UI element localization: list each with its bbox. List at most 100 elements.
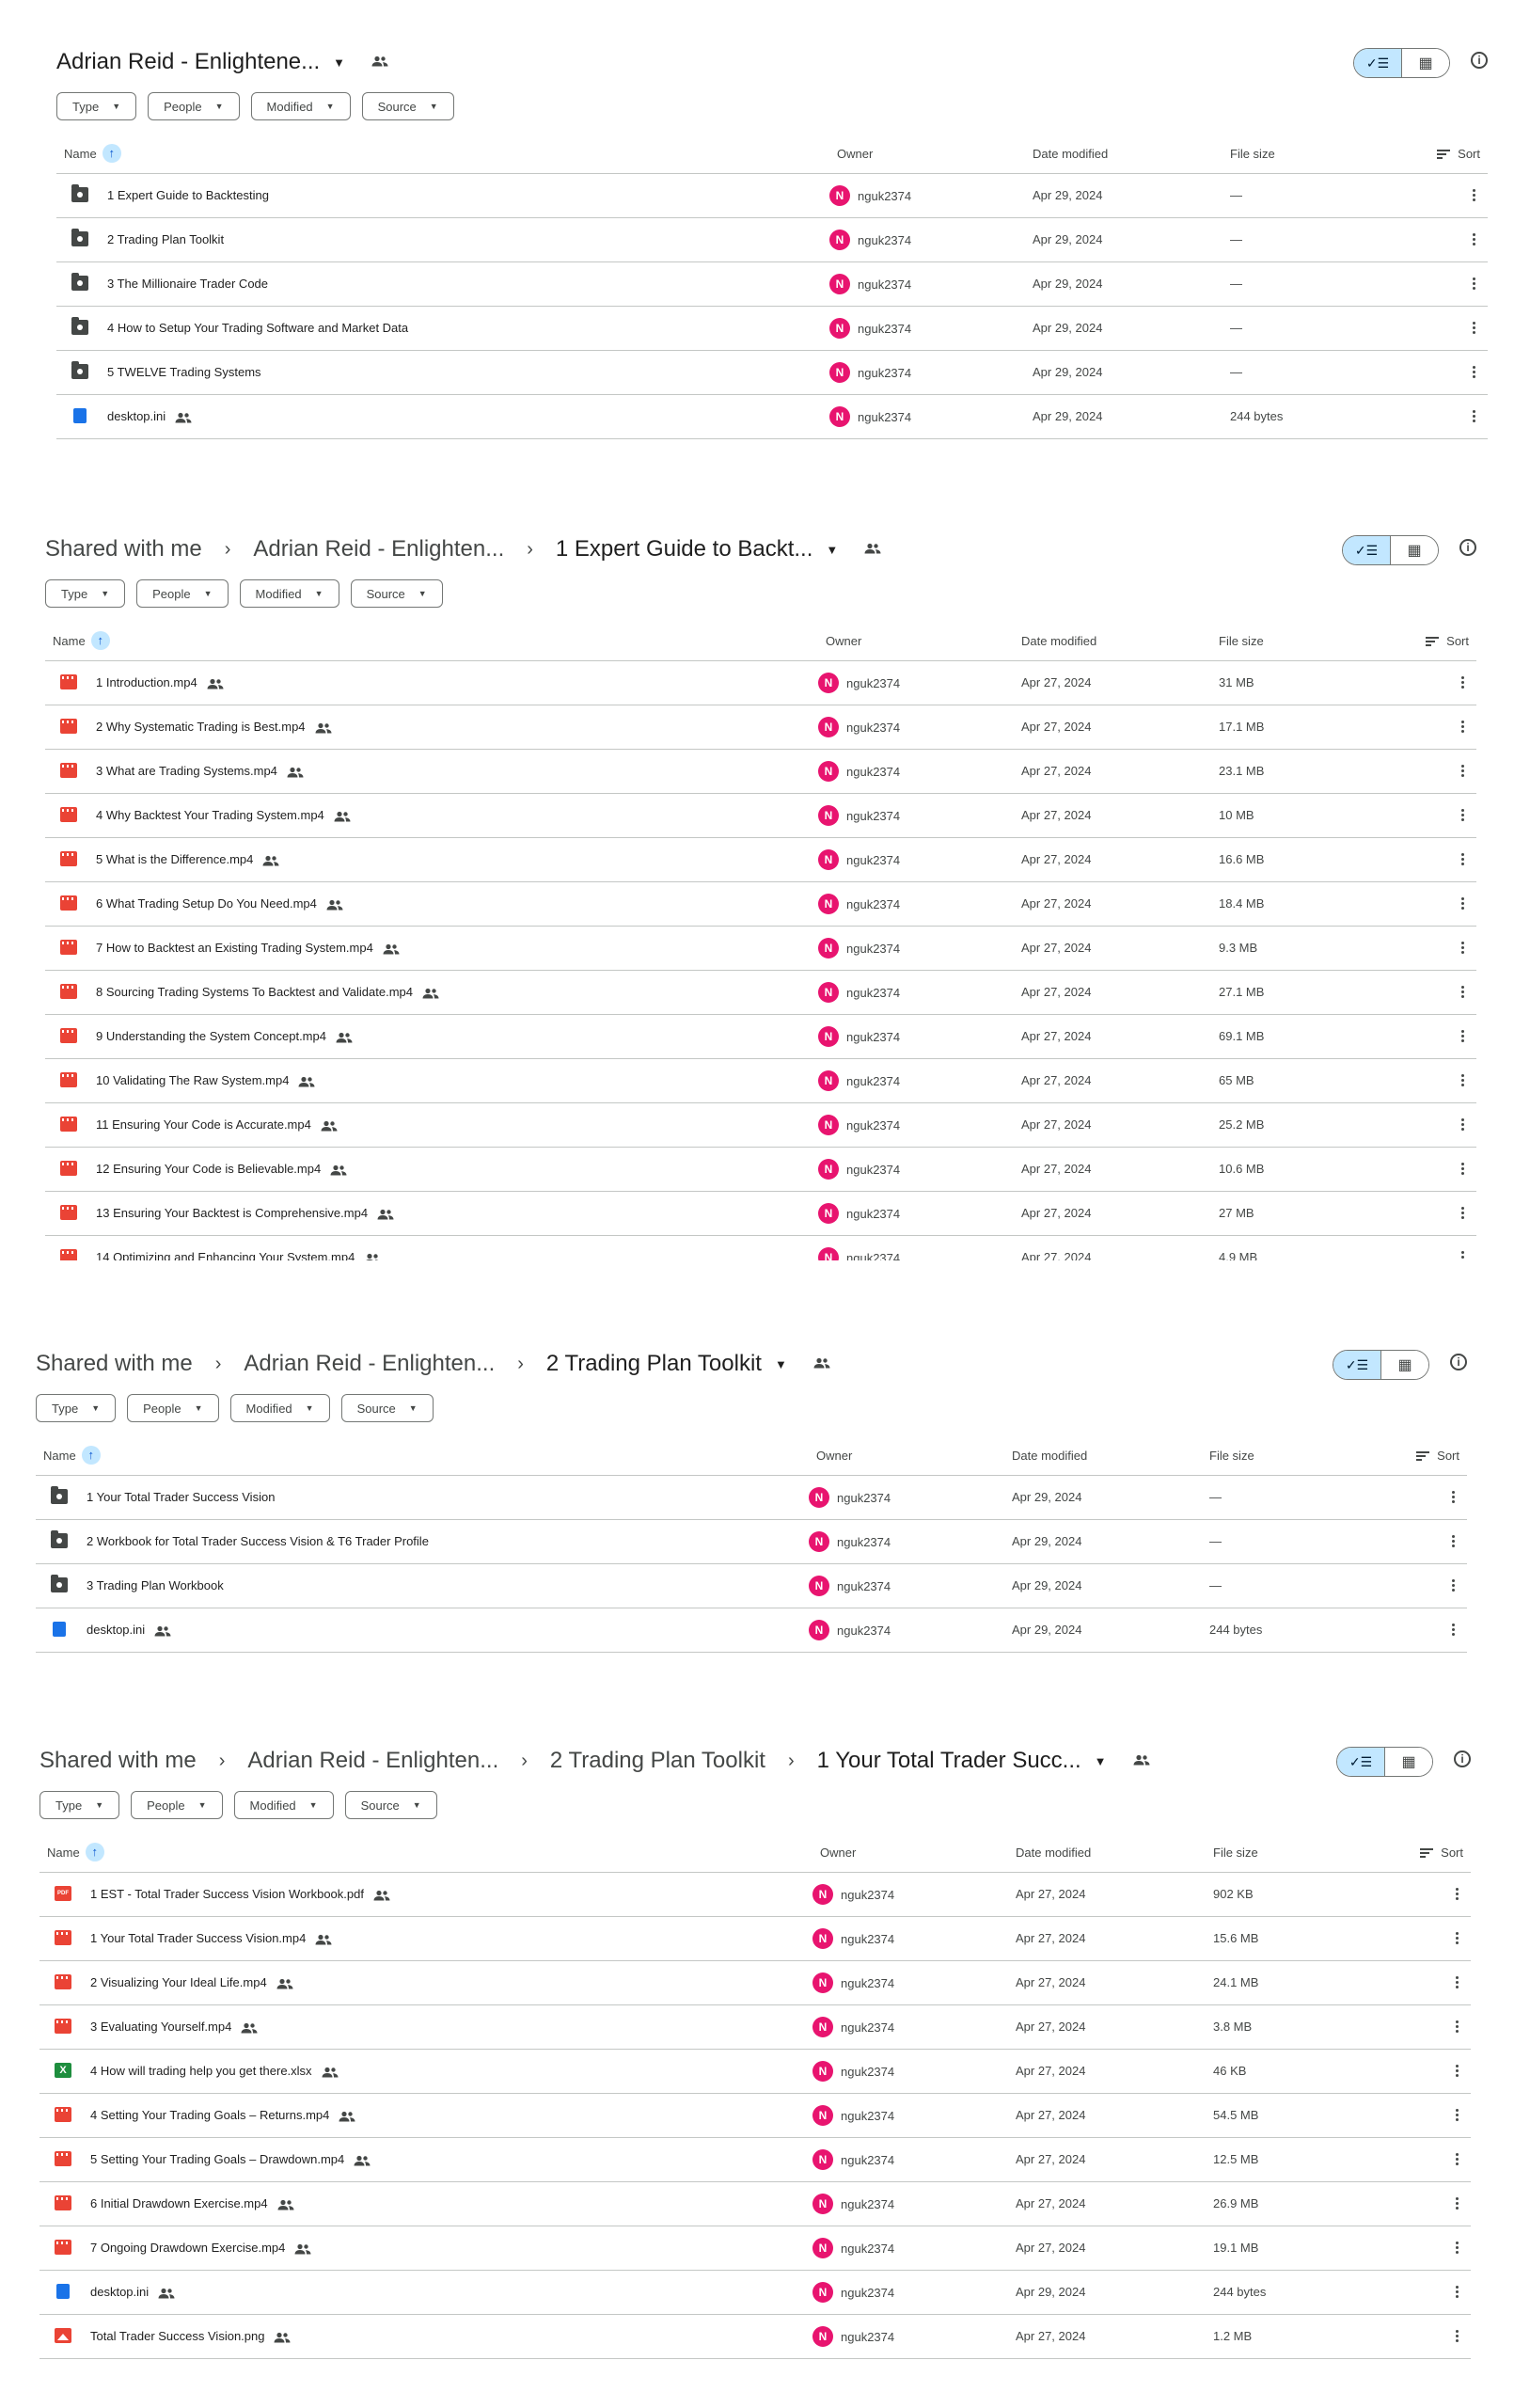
more-actions-icon[interactable] (1456, 2151, 1459, 2167)
breadcrumb-item[interactable]: Shared with me (36, 1351, 193, 1376)
more-actions-icon[interactable] (1456, 2019, 1459, 2035)
filter-chip-source[interactable]: Source ▼ (361, 92, 454, 120)
more-actions-icon[interactable] (1452, 1489, 1456, 1505)
header-name[interactable]: Name ↑ (43, 1446, 101, 1465)
filter-chip-modified[interactable]: Modified ▼ (250, 92, 351, 120)
table-row[interactable]: 5 Setting Your Trading Goals – Drawdown.… (39, 2138, 1471, 2182)
more-actions-icon[interactable] (1461, 719, 1465, 735)
sort-button[interactable]: Sort (1416, 1449, 1459, 1463)
breadcrumb-item[interactable]: Adrian Reid - Enlighten... (247, 1748, 499, 1773)
breadcrumb-current-folder[interactable]: 1 Your Total Trader Succ... (816, 1748, 1081, 1773)
header-name[interactable]: Name ↑ (64, 144, 121, 164)
more-actions-icon[interactable] (1461, 1072, 1465, 1088)
breadcrumb-current-folder[interactable]: Adrian Reid - Enlightene... (56, 49, 321, 74)
sort-ascending-icon[interactable]: ↑ (85, 1843, 104, 1862)
more-actions-icon[interactable] (1452, 1622, 1456, 1638)
list-view-toggle-icon[interactable]: ✓☰ (1337, 1748, 1385, 1776)
table-row[interactable]: 13 Ensuring Your Backtest is Comprehensi… (45, 1192, 1476, 1236)
info-icon[interactable]: i (1459, 539, 1476, 556)
grid-view-toggle-icon[interactable]: ▦ (1391, 536, 1438, 564)
filter-chip-modified[interactable]: Modified ▼ (233, 1791, 334, 1819)
folder-menu-caret-icon[interactable]: ▼ (1094, 1753, 1107, 1768)
more-actions-icon[interactable] (1456, 2240, 1459, 2256)
more-actions-icon[interactable] (1461, 940, 1465, 956)
folder-menu-caret-icon[interactable]: ▼ (774, 1356, 787, 1371)
more-actions-icon[interactable] (1473, 364, 1476, 380)
more-actions-icon[interactable] (1456, 2195, 1459, 2211)
more-actions-icon[interactable] (1456, 1886, 1459, 1902)
info-icon[interactable]: i (1450, 1354, 1467, 1370)
more-actions-icon[interactable] (1461, 1161, 1465, 1177)
filter-chip-type[interactable]: Type ▼ (45, 579, 126, 608)
breadcrumb-item[interactable]: 2 Trading Plan Toolkit (549, 1748, 765, 1773)
filter-chip-type[interactable]: Type ▼ (36, 1394, 117, 1422)
more-actions-icon[interactable] (1461, 851, 1465, 867)
more-actions-icon[interactable] (1473, 276, 1476, 292)
breadcrumb-item[interactable]: Shared with me (45, 536, 202, 562)
more-actions-icon[interactable] (1473, 320, 1476, 336)
more-actions-icon[interactable] (1461, 1249, 1465, 1260)
sort-button[interactable]: Sort (1420, 1846, 1463, 1860)
more-actions-icon[interactable] (1461, 895, 1465, 911)
breadcrumb-current-folder[interactable]: 1 Expert Guide to Backt... (555, 536, 813, 562)
list-view-toggle-icon[interactable]: ✓☰ (1333, 1351, 1381, 1379)
table-row[interactable]: 7 How to Backtest an Existing Trading Sy… (45, 927, 1476, 971)
breadcrumb-item[interactable]: Adrian Reid - Enlighten... (253, 536, 505, 562)
breadcrumb-current-folder[interactable]: 2 Trading Plan Toolkit (545, 1351, 762, 1376)
table-row[interactable]: 2 Workbook for Total Trader Success Visi… (36, 1520, 1467, 1564)
more-actions-icon[interactable] (1452, 1577, 1456, 1593)
more-actions-icon[interactable] (1456, 2063, 1459, 2079)
more-actions-icon[interactable] (1461, 674, 1465, 690)
table-row[interactable]: 4 How to Setup Your Trading Software and… (56, 307, 1488, 351)
filter-chip-source[interactable]: Source ▼ (350, 579, 443, 608)
info-icon[interactable]: i (1471, 52, 1488, 69)
header-name[interactable]: Name ↑ (47, 1843, 104, 1862)
filter-chip-type[interactable]: Type ▼ (39, 1791, 120, 1819)
filter-chip-source[interactable]: Source ▼ (340, 1394, 434, 1422)
more-actions-icon[interactable] (1461, 763, 1465, 779)
filter-chip-source[interactable]: Source ▼ (344, 1791, 437, 1819)
grid-view-toggle-icon[interactable]: ▦ (1381, 1351, 1428, 1379)
table-row[interactable]: 4 Setting Your Trading Goals – Returns.m… (39, 2094, 1471, 2138)
folder-menu-caret-icon[interactable]: ▼ (333, 55, 346, 70)
more-actions-icon[interactable] (1473, 408, 1476, 424)
more-actions-icon[interactable] (1456, 2107, 1459, 2123)
more-actions-icon[interactable] (1456, 2284, 1459, 2300)
breadcrumb-item[interactable]: Shared with me (39, 1748, 197, 1773)
filter-chip-people[interactable]: People ▼ (136, 579, 229, 608)
list-view-toggle-icon[interactable]: ✓☰ (1343, 536, 1391, 564)
filter-chip-people[interactable]: People ▼ (131, 1791, 223, 1819)
filter-chip-modified[interactable]: Modified ▼ (229, 1394, 330, 1422)
folder-menu-caret-icon[interactable]: ▼ (826, 542, 839, 557)
more-actions-icon[interactable] (1473, 231, 1476, 247)
more-actions-icon[interactable] (1461, 1117, 1465, 1133)
header-name[interactable]: Name ↑ (53, 631, 110, 651)
table-row[interactable]: PDF 1 EST - Total Trader Success Vision W… (39, 1873, 1471, 1917)
table-row[interactable]: X 4 How will trading help you get there.x… (39, 2050, 1471, 2094)
more-actions-icon[interactable] (1456, 1930, 1459, 1946)
grid-view-toggle-icon[interactable]: ▦ (1385, 1748, 1432, 1776)
more-actions-icon[interactable] (1461, 807, 1465, 823)
